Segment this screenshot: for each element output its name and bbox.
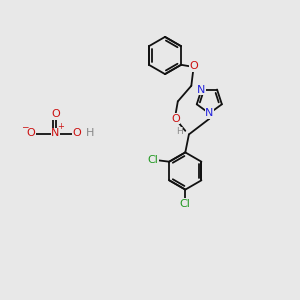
Text: O: O (73, 128, 82, 139)
Text: O: O (189, 61, 198, 71)
Text: Cl: Cl (147, 155, 158, 165)
Text: O: O (51, 109, 60, 119)
Text: H: H (176, 128, 183, 136)
Text: Cl: Cl (180, 199, 191, 209)
Text: N: N (197, 85, 206, 94)
Text: O: O (171, 114, 180, 124)
Text: N: N (51, 128, 60, 139)
Text: +: + (57, 122, 64, 131)
Text: O: O (26, 128, 35, 139)
Text: N: N (205, 108, 214, 118)
Text: −: − (21, 122, 28, 131)
Text: H: H (85, 128, 94, 139)
